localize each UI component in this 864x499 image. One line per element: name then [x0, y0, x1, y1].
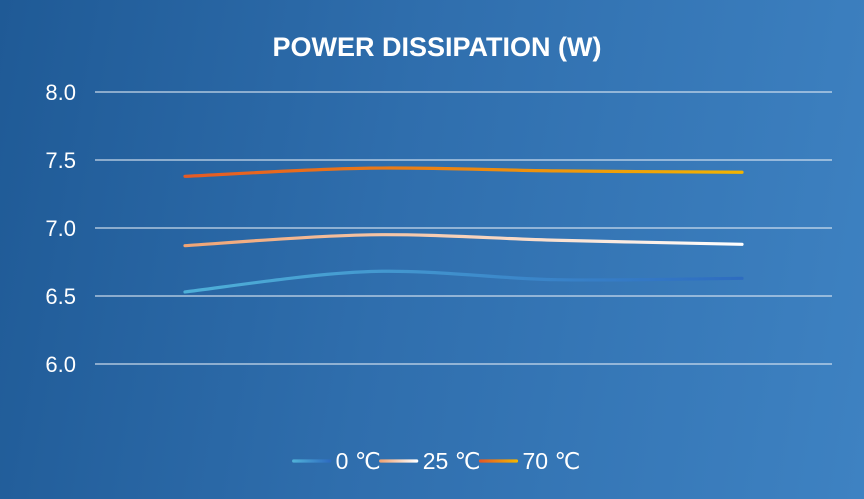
grid-lines — [95, 91, 832, 365]
chart-title: POWER DISSIPATION (W) — [273, 32, 602, 62]
legend-item-70c: 70 ℃ — [478, 448, 581, 474]
series-line-70c — [183, 166, 744, 178]
y-tick-label: 7.0 — [45, 216, 76, 241]
legend-item-25c: 25 ℃ — [379, 448, 481, 474]
series-line-25c — [183, 233, 744, 248]
y-tick-label: 8.0 — [45, 80, 76, 105]
legend-item-0c: 0 ℃ — [292, 448, 381, 474]
y-tick-label: 7.5 — [45, 148, 76, 173]
series-line-0c — [183, 269, 744, 294]
legend-label: 0 ℃ — [336, 448, 381, 474]
legend-label: 25 ℃ — [423, 448, 481, 474]
y-tick-label: 6.5 — [45, 284, 76, 309]
y-tick-label: 6.0 — [45, 352, 76, 377]
legend: 0 ℃ 25 ℃ 70 ℃ — [292, 448, 581, 474]
series-lines — [183, 166, 744, 294]
legend-label: 70 ℃ — [523, 448, 581, 474]
y-axis-ticks: 8.0 7.5 7.0 6.5 6.0 — [45, 80, 76, 377]
